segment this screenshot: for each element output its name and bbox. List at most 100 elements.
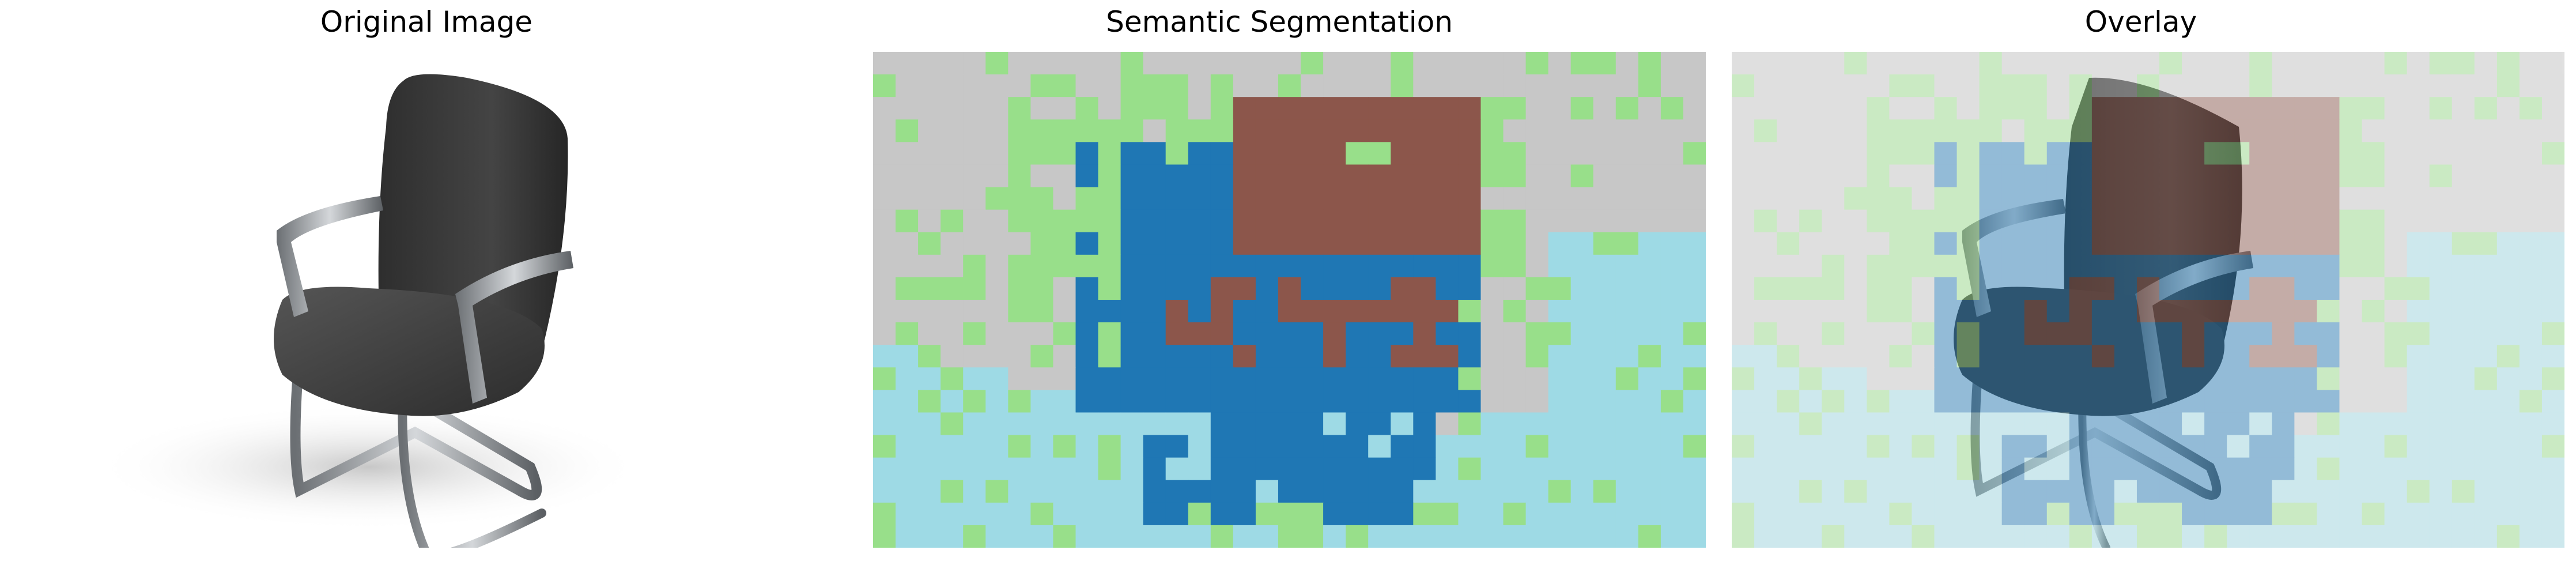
segment-cell (1480, 390, 1504, 413)
segment-cell (1889, 435, 1913, 458)
segment-cell (2317, 232, 2340, 255)
segment-cell (1503, 232, 1527, 255)
segment-cell (1075, 367, 1099, 390)
segment-cell (2114, 254, 2137, 278)
segment-cell (918, 300, 941, 323)
segment-cell (1165, 187, 1189, 210)
segment-cell (2294, 480, 2317, 503)
segment-cell (1255, 300, 1279, 323)
segment-cell (2384, 74, 2408, 97)
segment-cell (1570, 254, 1594, 278)
segment-cell (2136, 164, 2160, 188)
segment-cell (1480, 164, 1504, 188)
segment-cell (873, 525, 896, 548)
segment-cell (963, 142, 986, 165)
segment-cell (2136, 254, 2160, 278)
segment-cell (1098, 277, 1121, 300)
segment-cell (1638, 142, 1661, 165)
segment-cell (1615, 74, 1639, 97)
segment-cell (1233, 300, 1256, 323)
segment-cell (1867, 209, 1890, 233)
segment-cell (2362, 525, 2385, 548)
segment-cell (2362, 119, 2385, 142)
segment-cell (1799, 277, 1822, 300)
segment-cell (1188, 435, 1211, 458)
segment-cell (1754, 322, 1777, 345)
segment-cell (1754, 367, 1777, 390)
segment-cell (1323, 254, 1346, 278)
segment-cell (2159, 390, 2182, 413)
segment-cell (2317, 164, 2340, 188)
segment-cell (2496, 525, 2520, 548)
segment-cell (2339, 435, 2363, 458)
segment-cell (1301, 97, 1324, 120)
segment-cell (2114, 457, 2137, 481)
segment-cell (2474, 119, 2498, 142)
segment-cell (1480, 412, 1504, 436)
segment-cell (1570, 322, 1594, 345)
segment-cell (2272, 457, 2295, 481)
segment-cell (896, 502, 919, 526)
segment-cell (2519, 164, 2543, 188)
segment-cell (2452, 390, 2475, 413)
segment-cell (1413, 525, 1436, 548)
segment-cell (2474, 232, 2498, 255)
segment-cell (985, 480, 1009, 503)
segment-cell (1844, 435, 1867, 458)
segment-cell (2114, 97, 2137, 120)
segment-cell (1165, 52, 1189, 75)
segment-cell (873, 457, 896, 481)
segment-cell (2362, 209, 2385, 233)
segment-cell (2091, 254, 2115, 278)
segment-cell (1525, 97, 1549, 120)
segment-cell (1525, 232, 1549, 255)
segment-cell (1889, 187, 1913, 210)
segment-cell (2294, 187, 2317, 210)
segment-cell (1844, 502, 1867, 526)
segment-cell (2429, 164, 2453, 188)
segment-cell (1030, 277, 1054, 300)
segment-cell (1889, 457, 1913, 481)
segment-cell (2227, 480, 2250, 503)
segment-cell (2024, 52, 2048, 75)
segment-cell (1956, 187, 1980, 210)
segment-cell (1732, 142, 1755, 165)
segment-cell (1075, 390, 1099, 413)
segment-cell (2429, 119, 2453, 142)
segment-cell (1458, 435, 1482, 458)
segment-cell (1548, 345, 1572, 368)
segment-cell (2407, 187, 2430, 210)
segment-cell (1732, 97, 1755, 120)
segment-cell (1525, 300, 1549, 323)
segment-cell (2339, 277, 2363, 300)
segment-cell (1593, 74, 1616, 97)
segment-cell (2362, 232, 2385, 255)
segment-cell (1436, 254, 1459, 278)
segment-cell (1979, 502, 2003, 526)
segment-cell (2339, 457, 2363, 481)
segment-cell (2474, 525, 2498, 548)
segment-cell (1368, 142, 1391, 165)
segment-cell (1008, 300, 1031, 323)
segment-cell (1754, 502, 1777, 526)
segment-cell (1458, 277, 1482, 300)
segment-cell (2001, 254, 2025, 278)
segment-cell (2339, 52, 2363, 75)
segment-cell (1683, 142, 1706, 165)
segment-cell (1301, 232, 1324, 255)
segment-cell (1030, 345, 1054, 368)
segment-cell (2407, 367, 2430, 390)
segment-cell (1638, 209, 1661, 233)
segment-cell (1660, 480, 1684, 503)
segment-cell (896, 480, 919, 503)
segment-cell (1732, 74, 1755, 97)
segment-cell (1979, 52, 2003, 75)
segment-cell (1278, 164, 1301, 188)
panel-title-overlay: Overlay (2084, 5, 2197, 39)
segment-cell (1822, 322, 1845, 345)
segment-cell (2384, 277, 2408, 300)
segment-cell (1413, 142, 1436, 165)
segment-cell (873, 390, 896, 413)
segment-cell (1301, 390, 1324, 413)
segment-cell (2136, 187, 2160, 210)
